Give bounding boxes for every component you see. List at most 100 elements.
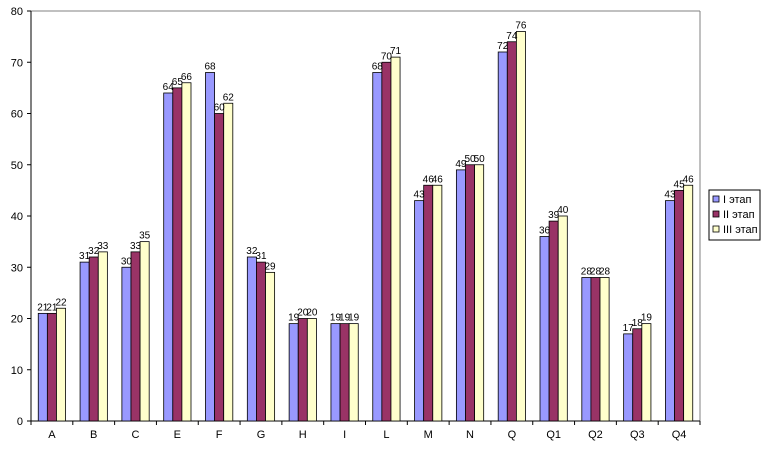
data-label: 28 — [590, 267, 602, 278]
data-label: 74 — [506, 31, 518, 42]
x-tick-label: G — [257, 429, 266, 441]
bar — [348, 323, 359, 422]
bar — [139, 241, 150, 422]
data-label: 50 — [474, 154, 486, 165]
bar — [455, 169, 466, 422]
data-label: 32 — [88, 246, 100, 257]
data-label: 64 — [163, 82, 175, 93]
y-tick-label: 10 — [11, 365, 23, 377]
bar — [46, 312, 57, 422]
data-label: 32 — [246, 246, 258, 257]
x-tick-label: F — [216, 429, 223, 441]
data-label: 35 — [139, 231, 151, 242]
y-tick-label: 60 — [11, 109, 23, 121]
bar — [79, 261, 90, 422]
bar — [683, 184, 694, 422]
bar — [497, 51, 508, 422]
x-tick-label: L — [383, 429, 389, 441]
data-label: 19 — [348, 313, 360, 324]
y-tick-label: 0 — [17, 416, 23, 428]
legend-label: I этап — [723, 194, 752, 206]
x-tick-label: I — [343, 429, 346, 441]
legend-swatch — [712, 195, 720, 203]
bar — [381, 61, 392, 422]
x-tick-label: C — [132, 429, 140, 441]
data-label: 43 — [414, 190, 426, 201]
x-tick-label: Q4 — [672, 429, 687, 441]
bar — [674, 189, 685, 422]
bar — [88, 256, 99, 422]
x-tick-label: Q3 — [630, 429, 645, 441]
x-tick-label: N — [466, 429, 474, 441]
data-label: 31 — [255, 251, 267, 262]
x-tick-label: Q1 — [546, 429, 561, 441]
bar — [623, 333, 634, 422]
x-tick-label: Q — [508, 429, 517, 441]
bar — [297, 318, 308, 422]
data-label: 21 — [46, 302, 58, 313]
bar — [539, 236, 550, 422]
data-label: 28 — [581, 267, 593, 278]
bar — [97, 251, 108, 422]
y-tick-label: 30 — [11, 262, 23, 274]
y-tick-label: 50 — [11, 160, 23, 172]
bar — [423, 184, 434, 422]
data-label: 22 — [55, 297, 67, 308]
data-label: 68 — [372, 62, 384, 73]
bar — [130, 251, 141, 422]
data-label: 17 — [623, 323, 635, 334]
legend-label: II этап — [723, 209, 755, 221]
x-tick-label: E — [174, 429, 181, 441]
legend-swatch — [712, 210, 720, 218]
data-label: 33 — [97, 241, 109, 252]
data-labels: 2121223132333033356465666860623231291920… — [37, 21, 694, 334]
data-label: 71 — [390, 46, 402, 57]
bar — [432, 184, 443, 422]
y-tick-label: 40 — [11, 211, 23, 223]
bar — [590, 277, 601, 422]
bar — [581, 277, 592, 422]
bar — [330, 323, 341, 422]
data-label: 19 — [339, 313, 351, 324]
x-tick-label: A — [48, 429, 56, 441]
bar — [288, 323, 299, 422]
data-label: 72 — [497, 41, 509, 52]
y-tick-label: 20 — [11, 314, 23, 326]
data-label: 45 — [674, 179, 686, 190]
legend-label: III этап — [723, 224, 758, 236]
data-label: 20 — [306, 308, 318, 319]
bar — [246, 256, 257, 422]
legend: I этап II этап III этап — [708, 189, 761, 241]
data-label: 36 — [539, 226, 551, 237]
data-label: 40 — [557, 205, 569, 216]
data-label: 33 — [130, 241, 142, 252]
bar — [548, 220, 559, 422]
data-label: 65 — [172, 77, 184, 88]
y-tick-label: 70 — [11, 57, 23, 69]
bar — [163, 92, 174, 422]
bar — [632, 328, 643, 422]
bar — [256, 261, 266, 422]
bar — [56, 307, 66, 422]
legend-swatch — [712, 225, 720, 233]
data-label: 68 — [204, 62, 216, 73]
bar — [414, 200, 425, 422]
data-label: 66 — [181, 72, 193, 83]
bar — [665, 200, 675, 422]
bar — [515, 31, 526, 422]
bar — [181, 82, 192, 422]
data-label: 31 — [79, 251, 91, 262]
bar — [339, 323, 350, 422]
data-label: 46 — [423, 174, 435, 185]
data-label: 19 — [641, 313, 653, 324]
bar — [372, 72, 383, 422]
data-label: 70 — [381, 51, 393, 62]
data-label: 46 — [432, 174, 444, 185]
data-label: 28 — [599, 267, 611, 278]
data-label: 46 — [683, 174, 695, 185]
data-label: 19 — [288, 313, 300, 324]
data-label: 49 — [455, 159, 467, 170]
x-tick-label: Q2 — [588, 429, 603, 441]
